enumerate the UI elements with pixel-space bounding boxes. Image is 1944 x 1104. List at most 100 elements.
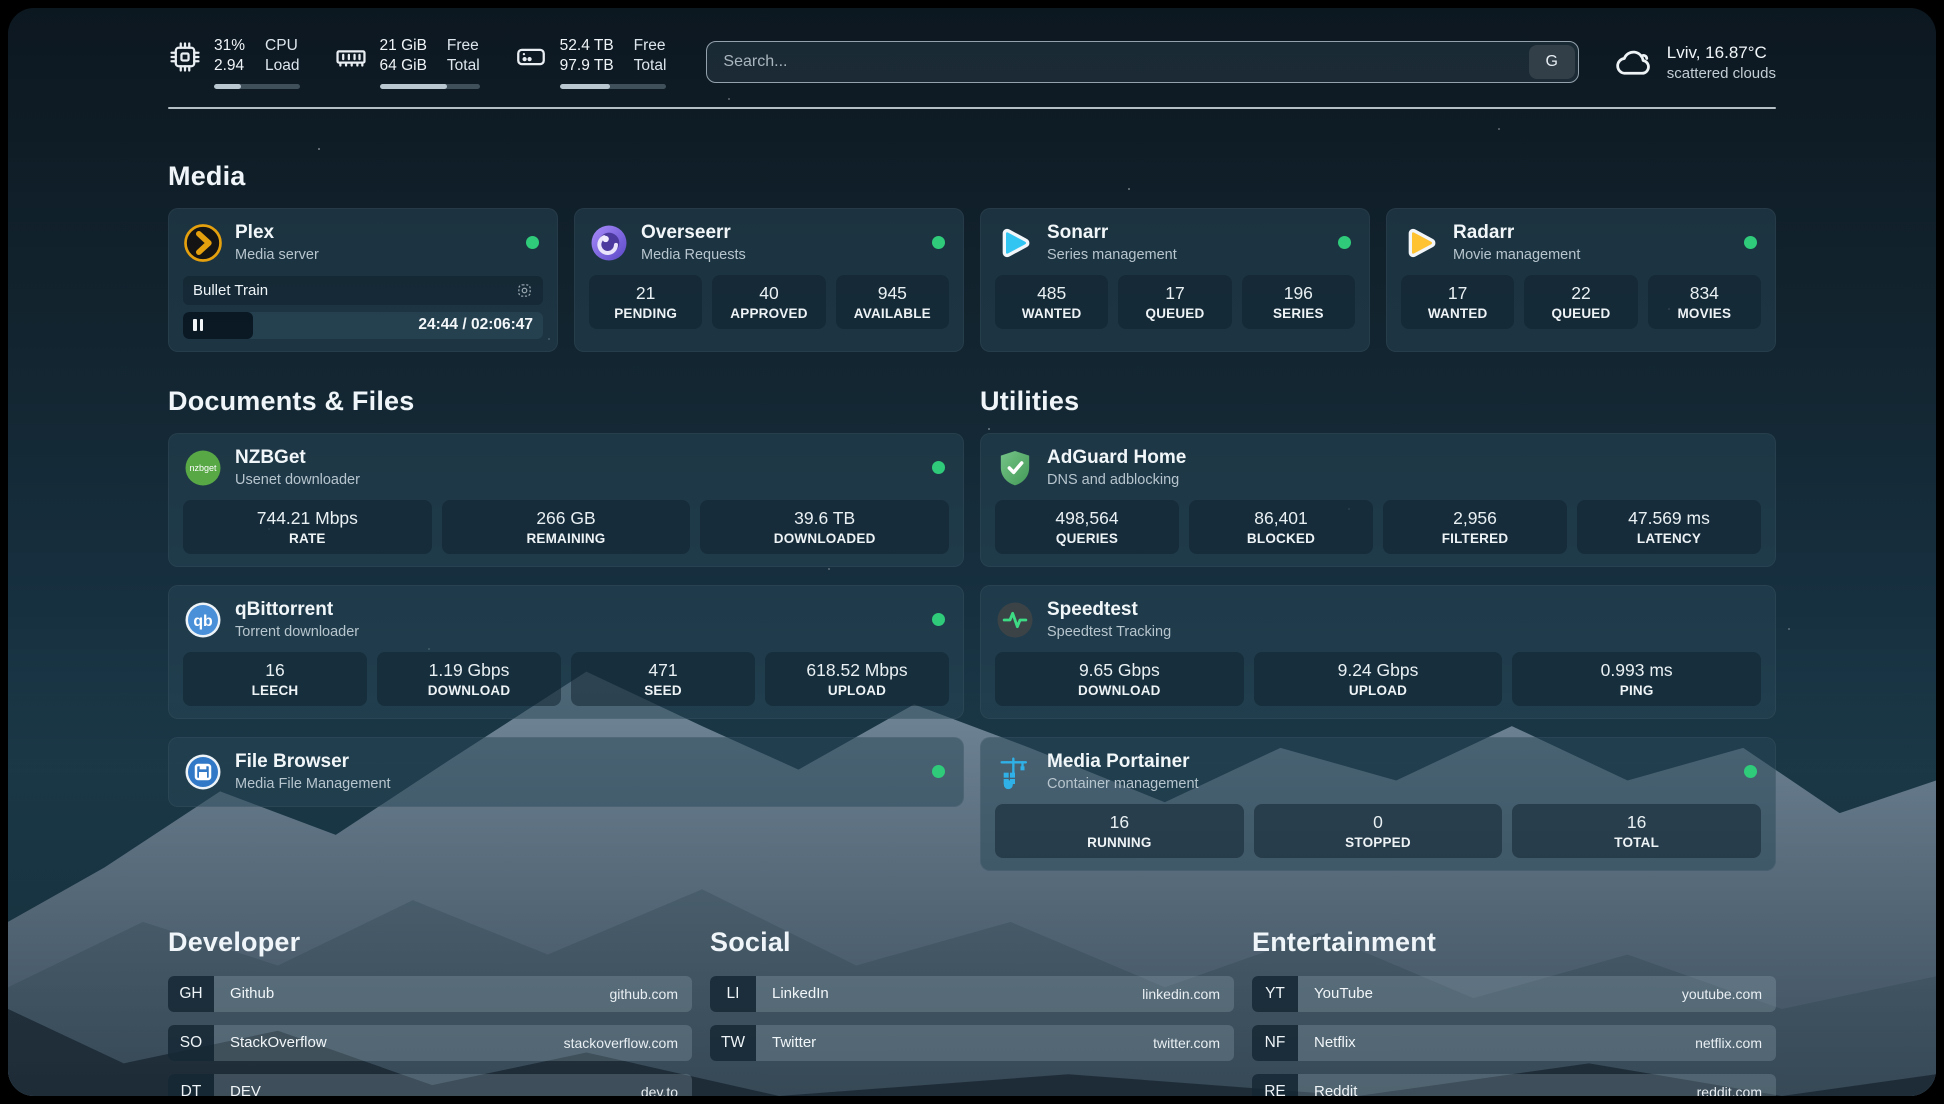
bookmark-url: stackoverflow.com [563,1034,678,1051]
entertainment-section: Entertainment YT YouTube youtube.com NF … [1252,927,1776,1096]
disk-icon [514,36,548,74]
bookmark-abbr: DT [168,1073,214,1096]
bookmark-netflix[interactable]: NF Netflix netflix.com [1252,1024,1776,1061]
status-online-dot [932,460,945,474]
stat-seed: 471 SEED [571,651,755,706]
search-engine-button[interactable]: G [1528,45,1575,80]
card-plex[interactable]: Plex Media server Bullet Train [168,207,558,352]
status-online-dot [1744,764,1757,778]
card-desc: Movie management [1453,247,1581,264]
card-adguard[interactable]: AdGuard Home DNS and adblocking 498,564 Q… [980,432,1776,567]
card-qbittorrent[interactable]: qb qBittorrent Torrent downloader 16 LEEC… [168,584,964,719]
session-icon[interactable] [516,282,533,299]
bookmark-github[interactable]: GH Github github.com [168,975,692,1012]
bookmark-abbr: SO [168,1024,214,1061]
card-title: File Browser [235,751,350,773]
stat-wanted: 17 WANTED [1401,274,1515,329]
card-desc: Series management [1047,247,1177,264]
sonarr-icon [995,223,1035,263]
card-title: Plex [235,222,275,244]
cpu-labels: CPU Load [265,37,300,75]
now-playing-row: Bullet Train [183,275,543,305]
memory-metric: 21 GiB 64 GiB Free Total [334,36,480,89]
memory-labels: Free Total [446,37,480,75]
stat-queued: 22 QUEUED [1524,274,1638,329]
cpu-metric: 31% 2.94 CPU Load [168,36,300,89]
weather-widget: Lviv, 16.87°C scattered clouds [1613,43,1776,82]
status-online-dot [526,235,539,249]
disk-labels: Free Total [633,37,667,75]
card-title: Media Portainer [1047,751,1190,773]
cloud-icon [1613,45,1655,79]
overseerr-icon [589,223,629,263]
system-metrics: 31% 2.94 CPU Load [168,36,667,89]
status-online-dot [932,235,945,249]
card-title: Sonarr [1047,222,1109,244]
bookmark-stackoverflow[interactable]: SO StackOverflow stackoverflow.com [168,1024,692,1061]
plex-icon [183,223,223,263]
stat-series: 196 SERIES [1241,274,1355,329]
stat-upload: 618.52 Mbps UPLOAD [765,651,949,706]
bookmark-twitter[interactable]: TW Twitter twitter.com [710,1024,1234,1061]
speedtest-icon [995,600,1035,640]
bookmark-abbr: GH [168,975,214,1012]
stat-stopped: 0 STOPPED [1253,803,1503,858]
bookmark-linkedin[interactable]: LI LinkedIn linkedin.com [710,975,1234,1012]
stat-queries: 498,564 QUERIES [995,499,1179,554]
card-title: Overseerr [641,222,731,244]
card-desc: Container management [1047,776,1199,793]
qbittorrent-icon: qb [183,600,223,640]
stat-available: 945 AVAILABLE [835,274,949,329]
bookmark-url: youtube.com [1681,985,1762,1002]
bookmark-url: dev.to [640,1083,678,1096]
status-online-dot [932,612,945,626]
social-section: Social LI LinkedIn linkedin.com TW Twitt… [710,927,1234,1096]
card-desc: DNS and adblocking [1047,472,1180,489]
card-speedtest[interactable]: Speedtest Speedtest Tracking 9.65 Gbps DO… [980,584,1776,719]
bookmark-reddit[interactable]: RE Reddit reddit.com [1252,1073,1776,1096]
stat-queued: 17 QUEUED [1118,274,1232,329]
card-desc: Media File Management [235,776,391,793]
bookmark-name: Github [230,985,275,1003]
bookmark-url: linkedin.com [1142,985,1220,1002]
status-online-dot [1744,235,1757,249]
card-radarr[interactable]: Radarr Movie management 17 WANTED 22 QUEUE… [1386,207,1776,352]
stat-total: 16 TOTAL [1512,803,1761,858]
stat-leech: 16 LEECH [183,651,367,706]
bookmark-name: Reddit [1314,1083,1358,1096]
playback-time: 24:44 / 02:06:47 [418,316,533,334]
bookmark-youtube[interactable]: YT YouTube youtube.com [1252,975,1776,1012]
card-desc: Usenet downloader [235,472,360,489]
bookmark-name: YouTube [1314,985,1373,1003]
search-input[interactable] [706,41,1579,84]
section-title-developer: Developer [168,926,301,957]
stat-wanted: 485 WANTED [995,274,1109,329]
disk-metric: 52.4 TB 97.9 TB Free Total [514,36,667,89]
cpu-progress-bar [214,83,300,89]
card-portainer[interactable]: Media Portainer Container management 16 R… [980,736,1776,871]
memory-values: 21 GiB 64 GiB [379,37,427,75]
bookmark-name: LinkedIn [772,985,829,1003]
card-filebrowser[interactable]: File Browser Media File Management [168,736,964,807]
stat-pending: 21 PENDING [589,274,703,329]
stat-latency: 47.569 ms LATENCY [1577,499,1761,554]
bookmark-abbr: RE [1252,1073,1298,1096]
section-title-documents: Documents & Files [168,385,415,416]
stat-movies: 834 MOVIES [1647,274,1761,329]
card-desc: Torrent downloader [235,624,360,641]
card-sonarr[interactable]: Sonarr Series management 485 WANTED 17 QUE… [980,207,1370,352]
bookmark-name: StackOverflow [230,1034,327,1052]
card-title: NZBGet [235,447,306,469]
weather-location-temp: Lviv, 16.87°C [1666,42,1767,62]
pause-icon[interactable] [193,319,203,332]
card-nzbget[interactable]: nzbget NZBGet Usenet downloader 744.21 M… [168,432,964,567]
stat-download: 9.65 Gbps DOWNLOAD [995,651,1244,706]
dashboard-window: 31% 2.94 CPU Load [8,8,1936,1096]
card-overseerr[interactable]: Overseerr Media Requests 21 PENDING 40 APP… [574,207,964,352]
svg-text:qb: qb [193,613,213,630]
weather-condition: scattered clouds [1666,64,1776,82]
radarr-icon [1401,223,1441,263]
bookmark-dev[interactable]: DT DEV dev.to [168,1073,692,1096]
stat-remaining: 266 GB REMAINING [441,499,691,554]
card-desc: Media Requests [641,247,746,264]
